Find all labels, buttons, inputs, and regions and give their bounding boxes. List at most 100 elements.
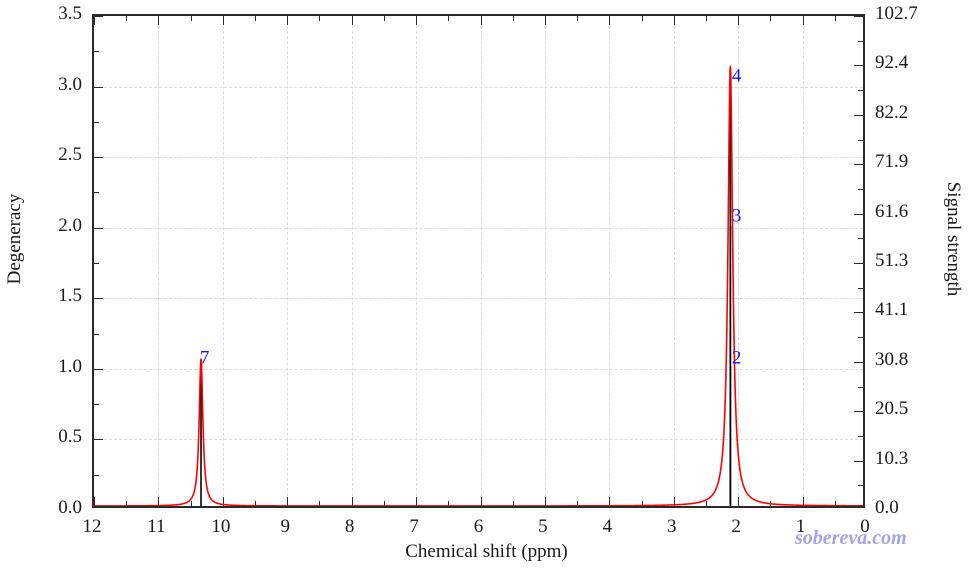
- x-axis-tick: [673, 497, 675, 506]
- y-axis-right-tick-label: 0.0: [875, 497, 899, 518]
- x-axis-tick-top: [222, 16, 224, 25]
- x-axis-tick: [577, 501, 579, 506]
- y-axis-right-tick-label: 30.8: [875, 348, 909, 370]
- x-axis-tick: [641, 501, 643, 506]
- x-axis-tick-top: [802, 16, 804, 25]
- y-axis-right-tick: [854, 213, 863, 215]
- gridline-vertical: [480, 16, 482, 506]
- x-axis-tick-top: [448, 16, 450, 21]
- y-axis-left-tick: [94, 404, 99, 406]
- x-axis-tick-label: 5: [538, 516, 548, 537]
- y-axis-left-tick: [94, 439, 103, 441]
- x-axis-tick-top: [190, 16, 192, 21]
- y-axis-left-tick-label: 1.5: [58, 285, 82, 307]
- x-axis-tick-top: [126, 16, 128, 21]
- x-axis-tick-top: [641, 16, 643, 21]
- gridline-vertical: [222, 16, 224, 506]
- x-axis-tick-label: 8: [344, 516, 355, 537]
- x-axis-tick: [416, 497, 418, 506]
- x-axis-tick: [512, 501, 514, 506]
- x-axis-tick: [609, 497, 611, 506]
- y-axis-left-tick: [94, 121, 99, 123]
- x-axis-tick: [705, 501, 707, 506]
- y-axis-left-tick: [94, 474, 99, 476]
- plot-area: [92, 14, 865, 508]
- y-axis-right-tick: [854, 164, 863, 166]
- x-axis-tick: [158, 497, 160, 506]
- y-axis-right-tick: [854, 312, 863, 314]
- gridline-horizontal: [94, 157, 863, 159]
- gridline-vertical: [158, 16, 160, 506]
- y-axis-right-tick: [858, 485, 863, 487]
- x-axis-tick-label: 9: [280, 516, 291, 537]
- gridline-vertical: [673, 16, 675, 506]
- y-axis-right-tick: [854, 411, 863, 413]
- y-axis-left-tick: [94, 368, 103, 370]
- x-axis-tick-top: [512, 16, 514, 21]
- gridline-vertical: [738, 16, 740, 506]
- y-axis-left-title: Degeneracy: [4, 193, 25, 285]
- x-axis-tick-label: 3: [667, 516, 677, 537]
- y-axis-right-tick: [858, 238, 863, 240]
- y-axis-left-tick-label: 0.5: [58, 426, 82, 448]
- y-axis-right-tick-label: 51.3: [875, 250, 909, 271]
- gridline-vertical: [609, 16, 611, 506]
- x-axis-tick-label: 2: [731, 516, 741, 537]
- x-axis-tick: [834, 501, 836, 506]
- y-axis-left-tick-label: 2.0: [58, 214, 82, 236]
- x-axis-tick-top: [738, 16, 740, 25]
- y-axis-right-tick-label: 41.1: [875, 299, 909, 321]
- y-axis-right-tick: [858, 337, 863, 339]
- gridline-horizontal: [94, 86, 863, 88]
- gridline-vertical: [416, 16, 418, 506]
- x-axis-tick-top: [383, 16, 385, 21]
- peak-degeneracy-label: 3: [731, 205, 742, 227]
- x-axis-tick: [255, 501, 257, 506]
- y-axis-right-tick: [858, 386, 863, 388]
- x-axis-tick-top: [544, 16, 546, 25]
- gridline-vertical: [802, 16, 804, 506]
- y-axis-right-title: Signal strength: [943, 181, 964, 297]
- gridline-horizontal: [94, 368, 863, 370]
- peak-degeneracy-label: 2: [731, 347, 742, 369]
- y-axis-left-tick: [94, 51, 99, 53]
- x-axis-tick-top: [351, 16, 353, 25]
- gridline-vertical: [287, 16, 289, 506]
- y-axis-right-tick: [858, 188, 863, 190]
- y-axis-right-tick: [854, 16, 863, 17]
- x-axis-tick: [319, 501, 321, 506]
- y-axis-left-tick: [94, 16, 103, 17]
- y-axis-right-tick: [858, 90, 863, 92]
- y-axis-left-tick: [94, 263, 99, 264]
- x-axis-tick: [544, 497, 546, 506]
- y-axis-right-tick: [858, 287, 863, 289]
- y-axis-right-tick-label: 102.7: [875, 3, 918, 24]
- y-axis-left-tick: [94, 333, 99, 335]
- y-axis-right-tick-label: 92.4: [875, 52, 909, 74]
- peak-degeneracy-label: 4: [731, 65, 742, 87]
- x-axis-tick: [738, 497, 740, 506]
- x-axis-tick: [94, 497, 95, 506]
- x-axis-tick-top: [158, 16, 160, 25]
- y-axis-right-tick: [858, 435, 863, 437]
- y-axis-right-tick-label: 71.9: [875, 151, 909, 173]
- y-axis-left-tick: [94, 298, 103, 300]
- x-axis-tick-label: 4: [602, 516, 613, 537]
- y-axis-left-tick-label: 3.0: [58, 73, 82, 95]
- x-axis-tick-label: 1: [795, 516, 806, 537]
- x-axis-tick-label: 7: [409, 516, 419, 537]
- x-axis-tick: [383, 501, 385, 506]
- y-axis-left-tick: [94, 227, 103, 229]
- y-axis-right-tick-label: 82.2: [875, 101, 909, 123]
- x-axis-tick-top: [94, 16, 95, 25]
- x-axis-tick-top: [609, 16, 611, 25]
- spectrum-curve-layer: [94, 65, 863, 506]
- gridline-vertical: [544, 16, 546, 506]
- y-axis-left-tick: [94, 86, 103, 88]
- x-axis-tick-label: 0: [860, 516, 870, 537]
- x-axis-tick: [480, 497, 482, 506]
- y-axis-right-tick: [854, 361, 863, 363]
- y-axis-right-tick: [854, 263, 863, 264]
- x-axis-tick-top: [480, 16, 482, 25]
